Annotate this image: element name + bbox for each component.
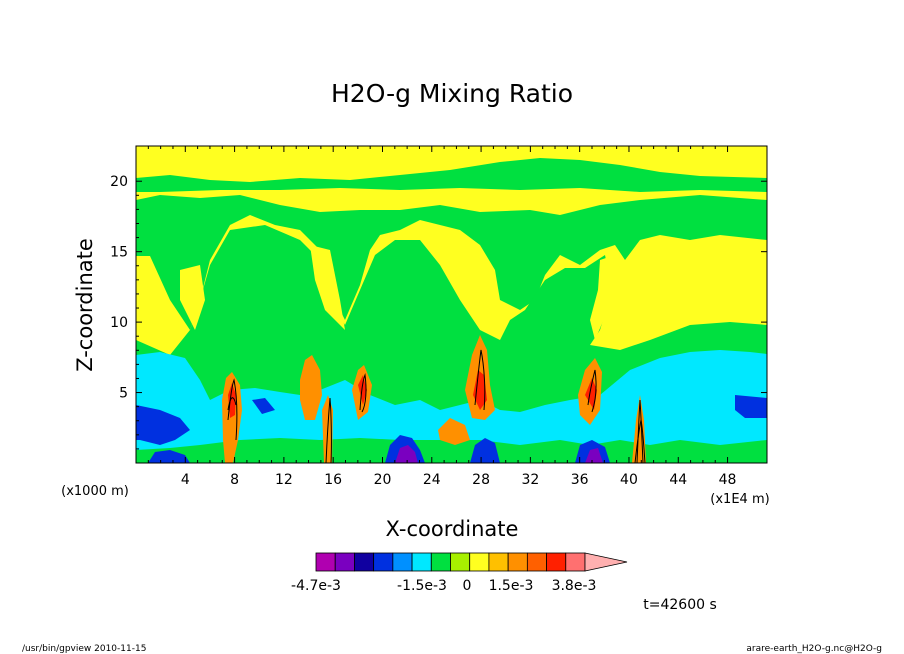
colorbar-swatch <box>450 552 471 572</box>
purple-bottom <box>585 448 603 463</box>
y-tick-label: 10 <box>110 315 128 331</box>
blue-bottom <box>148 450 190 463</box>
x-tick-label: 24 <box>423 472 441 488</box>
blue-region-mid <box>252 398 275 414</box>
yellow-pocket <box>180 265 205 330</box>
y-tick-label: 15 <box>110 245 128 261</box>
yellow-pocket <box>310 245 345 330</box>
plume-core <box>473 370 487 410</box>
contour-lines <box>227 349 646 463</box>
colorbar-swatch <box>430 552 451 572</box>
colorbar-swatch <box>354 552 375 572</box>
blue-bottom <box>470 438 500 463</box>
y-tick-label: 20 <box>110 174 128 190</box>
colorbar-label: 0 <box>463 578 472 594</box>
y-tick-label: 5 <box>119 386 128 402</box>
footer-left: /usr/bin/gpview 2010-11-15 <box>22 644 146 654</box>
x-tick-label: 8 <box>230 472 239 488</box>
plume-core <box>585 378 597 410</box>
blue-region-right <box>735 395 767 418</box>
heatmap-field <box>136 146 767 463</box>
y-axis: 5 10 15 20 <box>110 174 767 450</box>
y-axis-title: Z-coordinate <box>73 238 97 372</box>
plume-core <box>228 383 236 418</box>
x-tick-label: 36 <box>571 472 589 488</box>
colorbar-swatch <box>392 552 413 572</box>
x-tick-label: 40 <box>620 472 638 488</box>
colorbar-swatch <box>315 552 336 572</box>
x-tick-label: 12 <box>275 472 293 488</box>
colorbar-swatch <box>526 552 547 572</box>
x-tick-label: 28 <box>472 472 490 488</box>
green-region-upper <box>136 195 767 330</box>
x-tick-label: 20 <box>374 472 392 488</box>
colorbar-swatch <box>546 552 567 572</box>
colorbar-swatch <box>334 552 355 572</box>
yellow-pocket <box>590 255 615 340</box>
plume <box>300 355 322 420</box>
colorbar-arrow <box>584 552 628 572</box>
x-axis: 4 8 12 16 20 24 28 32 36 40 44 48 <box>147 146 737 488</box>
purple-bottom <box>395 445 418 463</box>
plume <box>438 418 470 445</box>
plume-core <box>358 375 367 405</box>
time-label: t=42600 s <box>643 597 717 613</box>
plot-frame <box>135 145 768 464</box>
x-tick-label: 48 <box>719 472 737 488</box>
x-axis-title: X-coordinate <box>386 517 519 541</box>
plume <box>222 372 242 463</box>
colorbar-label: -1.5e-3 <box>397 578 447 594</box>
colorbar-label: 3.8e-3 <box>552 578 597 594</box>
x-tick-label: 4 <box>181 472 190 488</box>
colorbar-swatch <box>507 552 528 572</box>
colorbar-swatch <box>565 552 586 572</box>
colorbar-swatch <box>373 552 394 572</box>
x-tick-label: 32 <box>521 472 539 488</box>
x-unit-left: (x1000 m) <box>61 484 129 499</box>
colorbar-label: -4.7e-3 <box>291 578 341 594</box>
green-band-top <box>136 158 767 192</box>
footer-right: arare-earth_H2O-g.nc@H2O-g <box>746 644 882 654</box>
colorbar <box>315 552 628 572</box>
colorbar-label: 1.5e-3 <box>489 578 534 594</box>
x-unit-right: (x1E4 m) <box>710 492 769 507</box>
colorbar-swatch <box>488 552 509 572</box>
x-tick-label: 44 <box>669 472 687 488</box>
x-tick-label: 16 <box>324 472 342 488</box>
chart-title: H2O-g Mixing Ratio <box>331 79 573 108</box>
colorbar-labels: -4.7e-3 -1.5e-3 0 1.5e-3 3.8e-3 <box>291 578 596 594</box>
blue-region-left <box>136 405 190 445</box>
cyan-region <box>136 350 767 450</box>
colorbar-swatch <box>469 552 490 572</box>
colorbar-swatch <box>411 552 432 572</box>
